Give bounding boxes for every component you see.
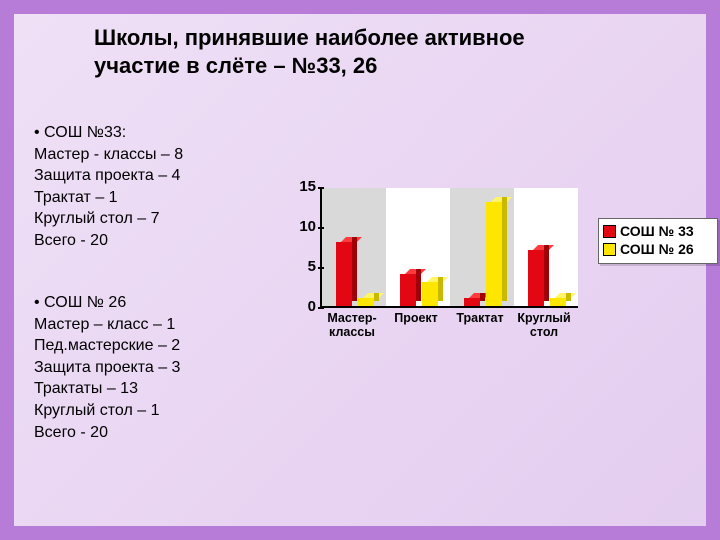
chart-y-tick-label: 10: [276, 218, 316, 235]
textblock-line: Трактат – 1: [34, 187, 264, 209]
chart-legend: СОШ № 33 СОШ № 26: [598, 218, 718, 264]
legend-swatch: [603, 225, 616, 238]
chart-y-tick-mark: [318, 227, 324, 229]
chart-category-label: Мастер-классы: [320, 312, 384, 340]
chart-category-label: Проект: [384, 312, 448, 326]
slide-outer: Школы, принявшие наиболее активное участ…: [0, 0, 720, 540]
chart-category-label: Круглыйстол: [512, 312, 576, 340]
chart-bar: [464, 298, 480, 306]
textblock-line: Всего - 20: [34, 230, 264, 252]
textblock-line: Круглый стол – 7: [34, 208, 264, 230]
legend-label: СОШ № 26: [620, 241, 694, 257]
chart-bar: [528, 250, 544, 306]
bar-chart: 051015 Мастер-классыПроектТрактатКруглый…: [272, 188, 582, 348]
textblock-line: Круглый стол – 1: [34, 400, 264, 422]
chart-bar: [400, 274, 416, 306]
text-block-school-26: • СОШ № 26Мастер – класс – 1Пед.мастерск…: [34, 292, 264, 443]
legend-item: СОШ № 33: [603, 223, 713, 239]
chart-y-tick-label: 5: [276, 258, 316, 275]
chart-y-tick-mark: [318, 187, 324, 189]
chart-y-tick-mark: [318, 267, 324, 269]
textblock-line: Защита проекта – 4: [34, 165, 264, 187]
chart-bar: [336, 242, 352, 306]
chart-category-label: Трактат: [448, 312, 512, 326]
chart-y-tick-label: 0: [276, 298, 316, 315]
legend-swatch: [603, 243, 616, 256]
chart-y-tick-label: 15: [276, 178, 316, 195]
chart-bar: [486, 202, 502, 306]
textblock-header: • СОШ №33:: [34, 122, 264, 144]
textblock-line: Пед.мастерские – 2: [34, 335, 264, 357]
slide-inner: Школы, принявшие наиболее активное участ…: [14, 14, 706, 526]
slide-title: Школы, принявшие наиболее активное участ…: [94, 24, 614, 79]
textblock-header: • СОШ № 26: [34, 292, 264, 314]
text-block-school-33: • СОШ №33:Мастер - классы – 8Защита прое…: [34, 122, 264, 252]
chart-bar: [358, 298, 374, 306]
textblock-line: Мастер - классы – 8: [34, 144, 264, 166]
chart-plot-area: [320, 188, 578, 308]
textblock-line: Всего - 20: [34, 422, 264, 444]
chart-bar: [422, 282, 438, 306]
legend-label: СОШ № 33: [620, 223, 694, 239]
textblock-line: Трактаты – 13: [34, 378, 264, 400]
chart-y-tick-mark: [318, 307, 324, 309]
textblock-line: Защита проекта – 3: [34, 357, 264, 379]
legend-item: СОШ № 26: [603, 241, 713, 257]
chart-bar: [550, 298, 566, 306]
textblock-line: Мастер – класс – 1: [34, 314, 264, 336]
